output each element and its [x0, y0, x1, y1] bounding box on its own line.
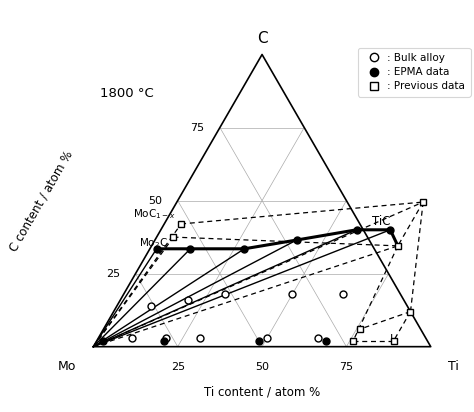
Text: Mo$_2$C: Mo$_2$C	[139, 236, 168, 250]
Text: Ti: Ti	[447, 360, 458, 373]
Text: 75: 75	[339, 362, 354, 372]
Legend: : Bulk alloy, : EPMA data, : Previous data: : Bulk alloy, : EPMA data, : Previous da…	[358, 48, 471, 96]
Text: L: L	[390, 335, 396, 344]
Text: 25: 25	[106, 269, 120, 279]
Text: 75: 75	[191, 122, 205, 133]
Text: 25: 25	[171, 362, 185, 372]
Text: C content / atom %: C content / atom %	[7, 148, 75, 253]
Text: 50: 50	[255, 362, 269, 372]
Text: MoC$_{1-x}$: MoC$_{1-x}$	[133, 207, 175, 221]
Text: TiC: TiC	[372, 215, 390, 227]
Text: C: C	[257, 31, 267, 46]
Text: 50: 50	[148, 196, 163, 206]
Text: Ti content / atom %: Ti content / atom %	[204, 386, 320, 398]
Text: Mo: Mo	[58, 360, 76, 373]
Text: 1800 °C: 1800 °C	[100, 87, 154, 100]
